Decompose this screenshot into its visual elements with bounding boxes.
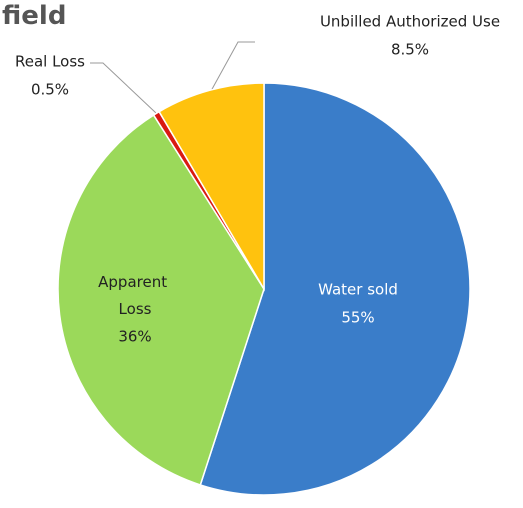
slice-label: Unbilled Authorized Use xyxy=(320,13,500,31)
slice-label: Real Loss xyxy=(15,53,85,71)
value-label: 36% xyxy=(118,328,151,346)
pie-slice xyxy=(199,82,471,496)
chart-title: field xyxy=(2,1,66,31)
value-label: 55% xyxy=(341,309,374,327)
slice-label: Water sold xyxy=(318,281,398,299)
leader-line xyxy=(210,41,255,92)
value-label: 8.5% xyxy=(391,41,429,59)
leader-line xyxy=(90,62,157,114)
pie-slice xyxy=(158,82,265,292)
slice-label: Apparent Loss xyxy=(98,273,172,318)
label-line: Loss xyxy=(119,300,152,318)
value-label: 0.5% xyxy=(31,81,69,99)
pie-slice xyxy=(57,114,265,486)
label-line: Apparent xyxy=(98,273,172,291)
